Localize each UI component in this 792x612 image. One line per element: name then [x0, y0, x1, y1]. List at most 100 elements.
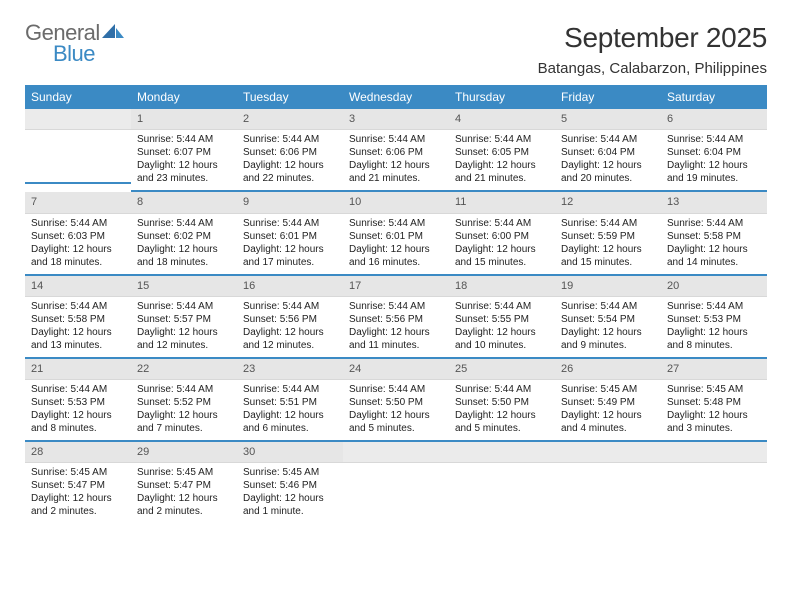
day-number	[661, 442, 767, 463]
day-number: 30	[237, 442, 343, 463]
sunrise-text: Sunrise: 5:44 AM	[243, 300, 337, 313]
day-cell: 21Sunrise: 5:44 AMSunset: 5:53 PMDayligh…	[25, 359, 131, 442]
day-content: Sunrise: 5:44 AMSunset: 6:00 PMDaylight:…	[449, 214, 555, 276]
sunrise-text: Sunrise: 5:44 AM	[455, 383, 549, 396]
sunset-text: Sunset: 6:02 PM	[137, 230, 231, 243]
daylight-text: Daylight: 12 hours and 10 minutes.	[455, 326, 549, 352]
day-number	[449, 442, 555, 463]
day-number: 25	[449, 359, 555, 380]
day-number: 14	[25, 276, 131, 297]
weekday-header: Saturday	[661, 85, 767, 109]
day-cell: 23Sunrise: 5:44 AMSunset: 5:51 PMDayligh…	[237, 359, 343, 442]
daylight-text: Daylight: 12 hours and 7 minutes.	[137, 409, 231, 435]
logo: General Blue	[25, 22, 124, 65]
day-cell: 13Sunrise: 5:44 AMSunset: 5:58 PMDayligh…	[661, 192, 767, 275]
day-number: 26	[555, 359, 661, 380]
daylight-text: Daylight: 12 hours and 17 minutes.	[243, 243, 337, 269]
weekday-header: Tuesday	[237, 85, 343, 109]
day-content: Sunrise: 5:45 AMSunset: 5:48 PMDaylight:…	[661, 380, 767, 442]
sunrise-text: Sunrise: 5:45 AM	[243, 466, 337, 479]
week-row: 28Sunrise: 5:45 AMSunset: 5:47 PMDayligh…	[25, 442, 767, 523]
daylight-text: Daylight: 12 hours and 5 minutes.	[455, 409, 549, 435]
day-content	[25, 130, 131, 184]
daylight-text: Daylight: 12 hours and 16 minutes.	[349, 243, 443, 269]
daylight-text: Daylight: 12 hours and 20 minutes.	[561, 159, 655, 185]
day-content: Sunrise: 5:44 AMSunset: 5:54 PMDaylight:…	[555, 297, 661, 359]
day-number: 8	[131, 192, 237, 213]
sunset-text: Sunset: 6:01 PM	[349, 230, 443, 243]
daylight-text: Daylight: 12 hours and 22 minutes.	[243, 159, 337, 185]
day-number: 5	[555, 109, 661, 130]
sunset-text: Sunset: 5:47 PM	[31, 479, 125, 492]
daylight-text: Daylight: 12 hours and 15 minutes.	[561, 243, 655, 269]
logo-text-blue: Blue	[53, 43, 124, 65]
day-number: 10	[343, 192, 449, 213]
sunrise-text: Sunrise: 5:44 AM	[31, 300, 125, 313]
day-content	[555, 463, 661, 517]
sunrise-text: Sunrise: 5:44 AM	[667, 217, 761, 230]
day-number: 27	[661, 359, 767, 380]
weekday-header: Monday	[131, 85, 237, 109]
sunrise-text: Sunrise: 5:44 AM	[349, 217, 443, 230]
sunrise-text: Sunrise: 5:44 AM	[561, 133, 655, 146]
day-cell: 18Sunrise: 5:44 AMSunset: 5:55 PMDayligh…	[449, 276, 555, 359]
day-content	[449, 463, 555, 517]
weekday-header: Thursday	[449, 85, 555, 109]
sunset-text: Sunset: 6:06 PM	[349, 146, 443, 159]
calendar: SundayMondayTuesdayWednesdayThursdayFrid…	[25, 85, 767, 523]
day-content: Sunrise: 5:44 AMSunset: 5:56 PMDaylight:…	[237, 297, 343, 359]
sunrise-text: Sunrise: 5:45 AM	[137, 466, 231, 479]
sunrise-text: Sunrise: 5:44 AM	[31, 217, 125, 230]
daylight-text: Daylight: 12 hours and 21 minutes.	[455, 159, 549, 185]
day-cell: 5Sunrise: 5:44 AMSunset: 6:04 PMDaylight…	[555, 109, 661, 192]
sunset-text: Sunset: 6:03 PM	[31, 230, 125, 243]
day-content: Sunrise: 5:44 AMSunset: 6:06 PMDaylight:…	[237, 130, 343, 192]
day-content: Sunrise: 5:44 AMSunset: 6:01 PMDaylight:…	[237, 214, 343, 276]
daylight-text: Daylight: 12 hours and 3 minutes.	[667, 409, 761, 435]
daylight-text: Daylight: 12 hours and 9 minutes.	[561, 326, 655, 352]
sunrise-text: Sunrise: 5:44 AM	[243, 133, 337, 146]
sunrise-text: Sunrise: 5:45 AM	[561, 383, 655, 396]
sunrise-text: Sunrise: 5:44 AM	[455, 217, 549, 230]
day-cell: 17Sunrise: 5:44 AMSunset: 5:56 PMDayligh…	[343, 276, 449, 359]
day-number: 13	[661, 192, 767, 213]
day-content: Sunrise: 5:44 AMSunset: 6:07 PMDaylight:…	[131, 130, 237, 192]
day-content	[661, 463, 767, 517]
day-content: Sunrise: 5:44 AMSunset: 6:03 PMDaylight:…	[25, 214, 131, 276]
day-content: Sunrise: 5:44 AMSunset: 5:56 PMDaylight:…	[343, 297, 449, 359]
sunrise-text: Sunrise: 5:44 AM	[243, 383, 337, 396]
day-cell: 8Sunrise: 5:44 AMSunset: 6:02 PMDaylight…	[131, 192, 237, 275]
day-cell: 14Sunrise: 5:44 AMSunset: 5:58 PMDayligh…	[25, 276, 131, 359]
daylight-text: Daylight: 12 hours and 12 minutes.	[243, 326, 337, 352]
day-cell: 3Sunrise: 5:44 AMSunset: 6:06 PMDaylight…	[343, 109, 449, 192]
day-number	[25, 109, 131, 130]
day-number: 22	[131, 359, 237, 380]
sunrise-text: Sunrise: 5:44 AM	[667, 133, 761, 146]
day-number: 7	[25, 192, 131, 213]
sunset-text: Sunset: 5:57 PM	[137, 313, 231, 326]
daylight-text: Daylight: 12 hours and 21 minutes.	[349, 159, 443, 185]
sunset-text: Sunset: 5:55 PM	[455, 313, 549, 326]
sunset-text: Sunset: 5:56 PM	[243, 313, 337, 326]
day-cell	[25, 109, 131, 192]
day-number: 21	[25, 359, 131, 380]
sunrise-text: Sunrise: 5:44 AM	[561, 217, 655, 230]
day-cell: 30Sunrise: 5:45 AMSunset: 5:46 PMDayligh…	[237, 442, 343, 523]
day-cell: 22Sunrise: 5:44 AMSunset: 5:52 PMDayligh…	[131, 359, 237, 442]
day-cell: 7Sunrise: 5:44 AMSunset: 6:03 PMDaylight…	[25, 192, 131, 275]
day-cell	[343, 442, 449, 523]
sunset-text: Sunset: 5:50 PM	[455, 396, 549, 409]
day-content: Sunrise: 5:44 AMSunset: 6:01 PMDaylight:…	[343, 214, 449, 276]
sunset-text: Sunset: 5:53 PM	[31, 396, 125, 409]
day-number	[343, 442, 449, 463]
sunset-text: Sunset: 5:53 PM	[667, 313, 761, 326]
day-cell: 27Sunrise: 5:45 AMSunset: 5:48 PMDayligh…	[661, 359, 767, 442]
sunrise-text: Sunrise: 5:44 AM	[455, 133, 549, 146]
week-row: 14Sunrise: 5:44 AMSunset: 5:58 PMDayligh…	[25, 276, 767, 359]
sunset-text: Sunset: 6:01 PM	[243, 230, 337, 243]
sunset-text: Sunset: 6:07 PM	[137, 146, 231, 159]
day-content: Sunrise: 5:45 AMSunset: 5:47 PMDaylight:…	[25, 463, 131, 523]
week-row: 21 Sunrise: 5:44 AM Sunset: 5:53 PM Dayligh…	[25, 359, 767, 442]
day-number: 17	[343, 276, 449, 297]
daylight-text: Daylight: 12 hours and 1 minute.	[243, 492, 337, 518]
